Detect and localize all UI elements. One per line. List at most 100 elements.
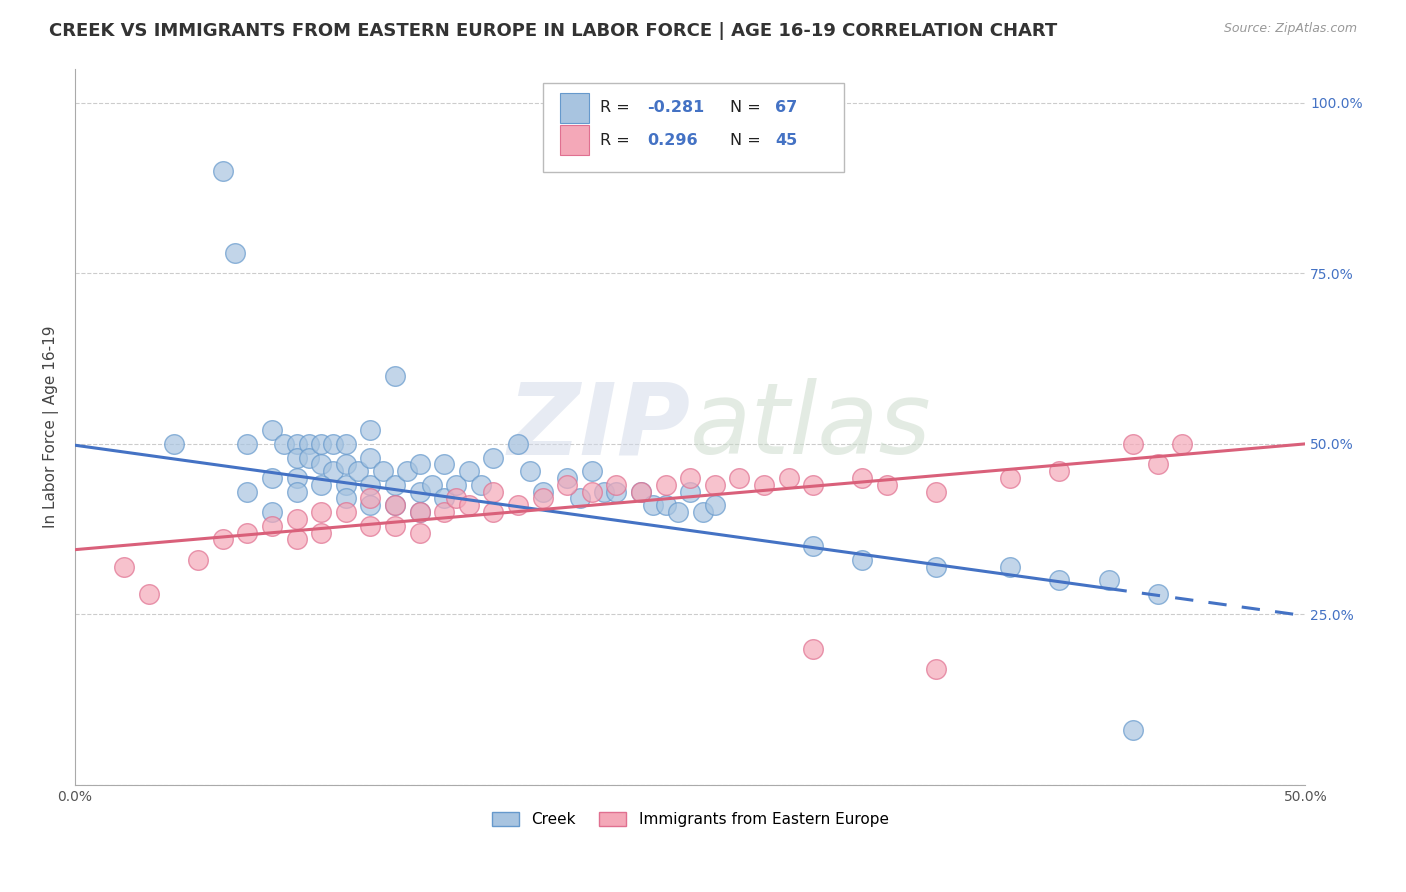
Point: [876, 478, 898, 492]
Point: [309, 525, 332, 540]
Point: [851, 553, 873, 567]
Point: [630, 484, 652, 499]
Y-axis label: In Labor Force | Age 16-19: In Labor Force | Age 16-19: [44, 326, 59, 528]
Point: [384, 498, 406, 512]
Text: N =: N =: [730, 133, 761, 148]
Point: [335, 491, 357, 506]
Point: [384, 518, 406, 533]
Point: [998, 471, 1021, 485]
FancyBboxPatch shape: [560, 125, 589, 155]
Point: [457, 464, 479, 478]
Legend: Creek, Immigrants from Eastern Europe: Creek, Immigrants from Eastern Europe: [484, 805, 896, 835]
Point: [335, 505, 357, 519]
Point: [692, 505, 714, 519]
Point: [778, 471, 800, 485]
Text: -0.281: -0.281: [647, 101, 704, 115]
Point: [555, 478, 578, 492]
Text: 0.296: 0.296: [647, 133, 697, 148]
Point: [408, 484, 430, 499]
FancyBboxPatch shape: [560, 93, 589, 123]
Point: [1047, 574, 1070, 588]
Point: [433, 505, 456, 519]
Point: [752, 478, 775, 492]
Point: [384, 368, 406, 383]
Point: [605, 484, 627, 499]
Text: atlas: atlas: [690, 378, 932, 475]
Text: R =: R =: [600, 133, 630, 148]
Text: Source: ZipAtlas.com: Source: ZipAtlas.com: [1223, 22, 1357, 36]
Point: [925, 484, 948, 499]
Point: [605, 478, 627, 492]
Point: [236, 484, 259, 499]
Text: CREEK VS IMMIGRANTS FROM EASTERN EUROPE IN LABOR FORCE | AGE 16-19 CORRELATION C: CREEK VS IMMIGRANTS FROM EASTERN EUROPE …: [49, 22, 1057, 40]
Point: [728, 471, 751, 485]
Point: [112, 559, 135, 574]
Text: R =: R =: [600, 101, 630, 115]
Point: [654, 498, 676, 512]
Point: [679, 484, 702, 499]
Point: [643, 498, 665, 512]
Point: [211, 164, 233, 178]
Point: [309, 437, 332, 451]
Point: [1122, 437, 1144, 451]
Point: [285, 437, 308, 451]
Point: [285, 471, 308, 485]
Text: N =: N =: [730, 101, 761, 115]
Point: [273, 437, 295, 451]
Point: [298, 437, 321, 451]
Point: [285, 533, 308, 547]
Point: [309, 505, 332, 519]
Point: [666, 505, 689, 519]
Point: [446, 491, 468, 506]
Point: [506, 498, 529, 512]
Point: [433, 491, 456, 506]
Point: [335, 437, 357, 451]
Text: 45: 45: [775, 133, 797, 148]
Point: [925, 559, 948, 574]
Point: [408, 505, 430, 519]
Point: [211, 533, 233, 547]
Point: [925, 662, 948, 676]
Point: [998, 559, 1021, 574]
Point: [801, 641, 824, 656]
Point: [555, 471, 578, 485]
Point: [322, 464, 344, 478]
FancyBboxPatch shape: [543, 83, 844, 172]
Point: [1097, 574, 1119, 588]
Point: [630, 484, 652, 499]
Point: [506, 437, 529, 451]
Point: [654, 478, 676, 492]
Point: [298, 450, 321, 465]
Point: [187, 553, 209, 567]
Point: [236, 525, 259, 540]
Point: [531, 491, 554, 506]
Point: [581, 484, 603, 499]
Point: [359, 491, 381, 506]
Point: [457, 498, 479, 512]
Point: [260, 471, 283, 485]
Point: [1146, 587, 1168, 601]
Point: [568, 491, 591, 506]
Point: [396, 464, 419, 478]
Point: [335, 458, 357, 472]
Point: [408, 505, 430, 519]
Point: [408, 525, 430, 540]
Point: [260, 505, 283, 519]
Point: [236, 437, 259, 451]
Point: [703, 498, 725, 512]
Point: [851, 471, 873, 485]
Point: [260, 518, 283, 533]
Point: [581, 464, 603, 478]
Point: [384, 478, 406, 492]
Point: [359, 450, 381, 465]
Point: [531, 484, 554, 499]
Point: [679, 471, 702, 485]
Point: [260, 423, 283, 437]
Point: [138, 587, 160, 601]
Point: [801, 539, 824, 553]
Point: [1171, 437, 1194, 451]
Point: [322, 437, 344, 451]
Point: [335, 478, 357, 492]
Point: [371, 464, 394, 478]
Point: [703, 478, 725, 492]
